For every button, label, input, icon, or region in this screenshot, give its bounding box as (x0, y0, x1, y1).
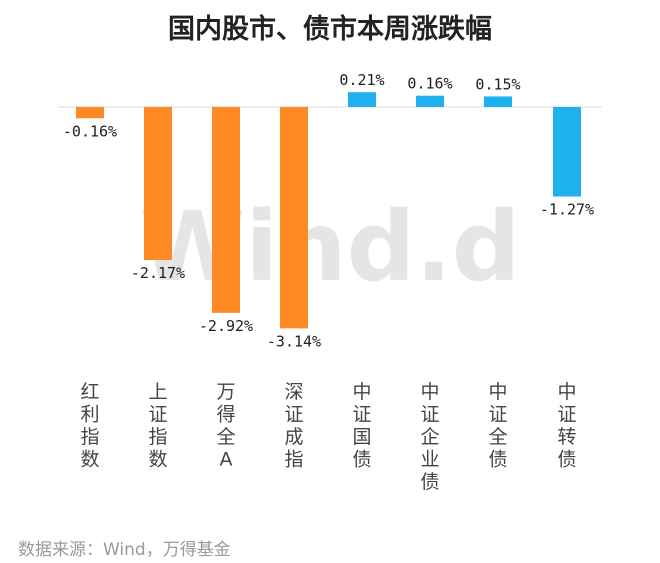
data-label-2: -2.92% (199, 317, 253, 335)
data-label-7: -1.27% (540, 201, 594, 219)
category-label-7: 中证转债 (557, 381, 576, 471)
category-label-1: 上证指数 (148, 381, 167, 471)
category-label-5: 中证企业债 (420, 381, 439, 493)
category-label-3: 深证成指 (284, 381, 303, 471)
data-labels-group: -0.16% -2.17% -2.92% -3.14% 0.21% 0.16% 0.15% -… (63, 71, 594, 350)
category-label-0: 红利指数 (80, 381, 99, 471)
category-label-4: 中证国债 (352, 381, 371, 471)
chart-title: 国内股市、债市本周涨跌幅 (168, 13, 492, 45)
bar-0 (76, 107, 104, 119)
bar-2 (212, 107, 240, 313)
bar-6 (484, 96, 512, 107)
data-label-6: 0.15% (475, 75, 520, 93)
data-label-1: -2.17% (131, 264, 185, 282)
bar-3 (280, 107, 308, 329)
category-label-6: 中证全债 (488, 381, 507, 471)
data-label-0: -0.16% (63, 122, 117, 140)
data-label-3: -3.14% (267, 332, 321, 350)
bar-1 (144, 107, 172, 260)
bar-7 (553, 107, 581, 197)
watermark-text: Wind.d (139, 191, 520, 303)
data-label-4: 0.21% (339, 71, 384, 89)
bar-4 (348, 92, 376, 107)
source-note: 数据来源：Wind，万得基金 (18, 540, 231, 560)
category-labels-group: 红利指数 上证指数 万得全 A 深证成指 中证国债 中证企业债 中证全债 中证转债 (80, 381, 576, 493)
bars-group (76, 92, 581, 329)
category-label-2: 万得全 A (216, 381, 235, 471)
bar-5 (416, 95, 444, 107)
data-label-5: 0.16% (407, 75, 452, 93)
